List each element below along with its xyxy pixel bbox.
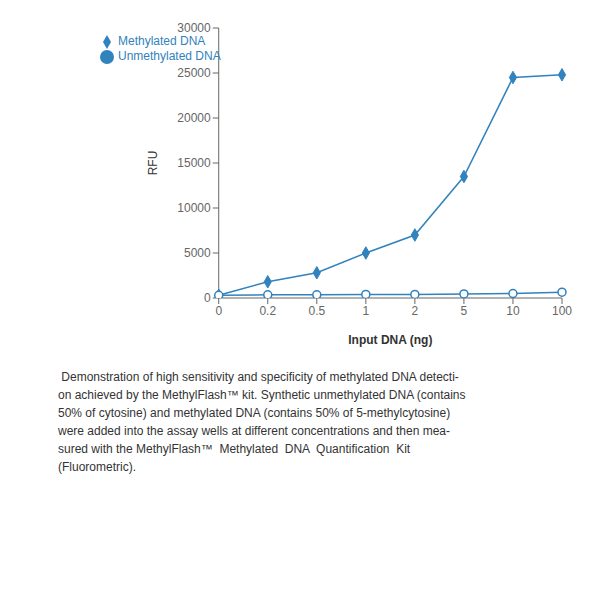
svg-text:0: 0 [215,304,222,318]
svg-text:10000: 10000 [177,201,211,215]
svg-text:RFU: RFU [146,151,160,176]
svg-text:30000: 30000 [177,21,211,35]
html-text:(Fluorometric).: (Fluorometric). [58,460,136,474]
html-text:Methylated DNA: Methylated DNA [118,34,206,48]
html-text:50% of cytosine) and methylate: 50% of cytosine) and methylated DNA (con… [58,406,451,420]
svg-text:Input DNA (ng): Input DNA (ng) [348,333,432,347]
svg-text:1: 1 [362,304,369,318]
html-text:Unmethylated DNA: Unmethylated DNA [118,48,221,63]
svg-text:5: 5 [461,304,468,318]
svg-text:5000: 5000 [184,246,211,260]
svg-text:25000: 25000 [177,66,211,80]
svg-text:0.5: 0.5 [308,304,325,318]
svg-text:15000: 15000 [177,156,211,170]
html-text:sured with the MethylFlash™ Me: sured with the MethylFlash™ Methylated D… [58,442,411,456]
svg-text:10: 10 [506,304,520,318]
svg-text:0.2: 0.2 [259,304,276,318]
html-text:were added into the assay well: were added into the assay wells at diffe… [58,424,450,438]
svg-text:0: 0 [204,291,211,305]
html-text:Demonstration of high sensitiv: Demonstration of high sensitivity and sp… [58,370,459,384]
svg-text:100: 100 [552,304,572,318]
svg-text:2: 2 [412,304,419,318]
svg-text:20000: 20000 [177,111,211,125]
html-text:on achieved by the MethylFlash: on achieved by the MethylFlash™ kit. Syn… [58,388,466,402]
